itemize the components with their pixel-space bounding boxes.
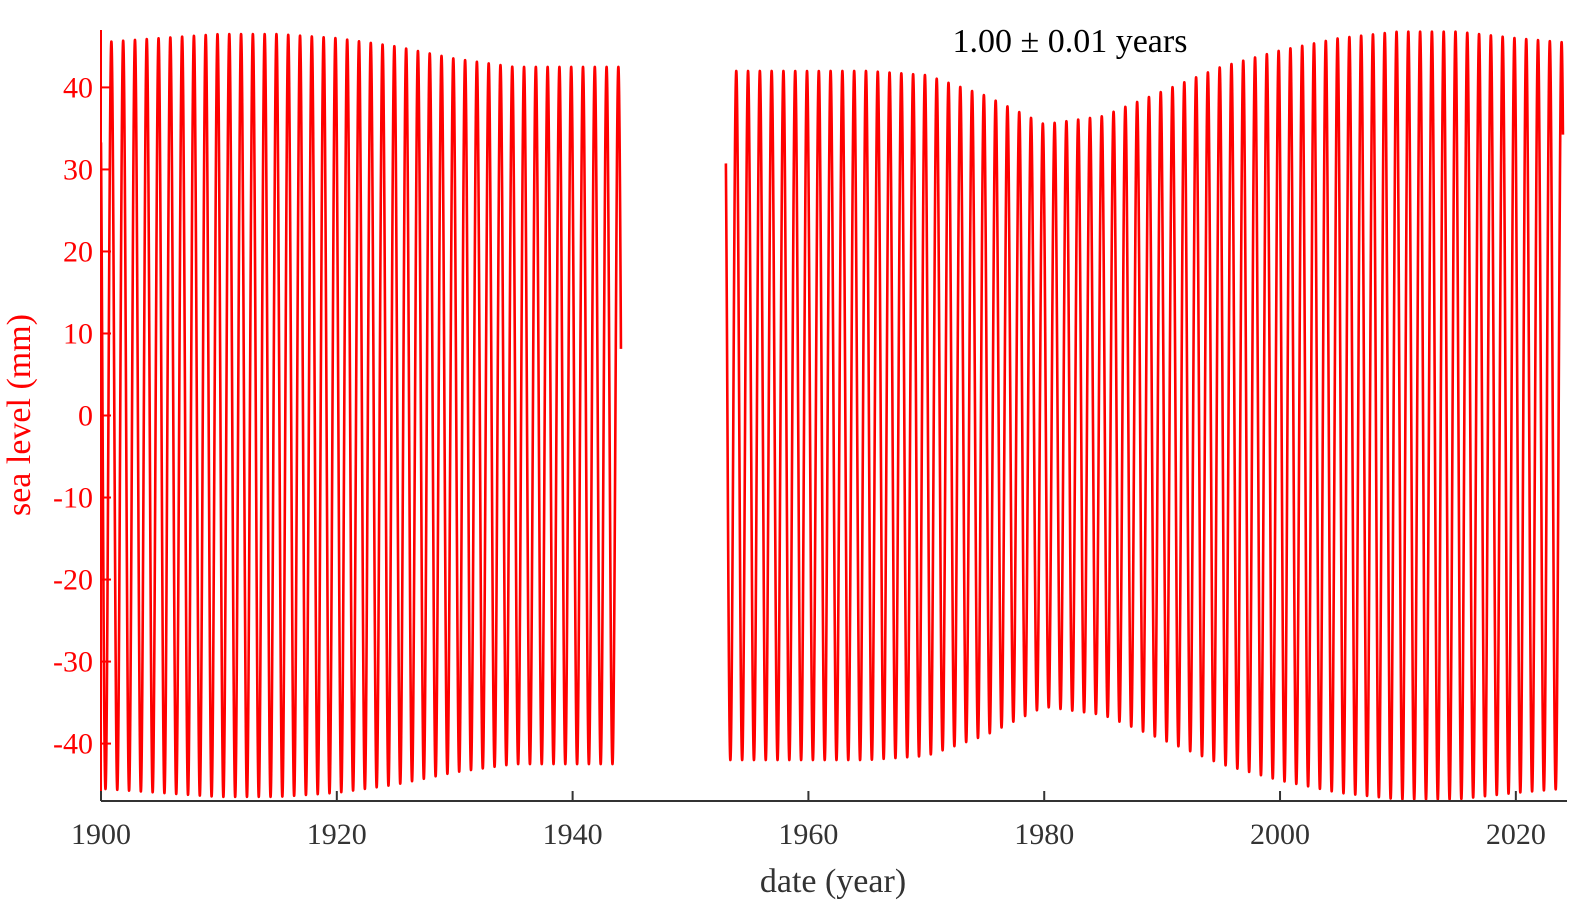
x-axis-label: date (year) — [760, 863, 906, 900]
chart-annotation: 1.00 ± 0.01 years — [953, 23, 1188, 60]
y-tick-label: -10 — [53, 482, 93, 515]
y-tick-label: -20 — [53, 564, 93, 597]
y-tick-label: 30 — [63, 153, 93, 186]
x-tick-label: 1900 — [71, 818, 131, 851]
y-tick-label: 10 — [63, 317, 93, 350]
series-line-segment-2 — [724, 30, 1565, 801]
series-layer — [101, 30, 1565, 801]
y-axis-label: sea level (mm) — [1, 314, 38, 516]
axes-layer: -40 -30 -20 -10 0 10 20 30 40 1900 1920 1940 1960 198… — [53, 30, 1567, 851]
y-tick-label: 0 — [78, 400, 93, 433]
x-tick-label: 1920 — [307, 818, 367, 851]
x-tick-label: 2020 — [1486, 818, 1546, 851]
x-tick-label: 1960 — [778, 818, 838, 851]
x-tick-label: 1940 — [543, 818, 603, 851]
x-tick-label: 1980 — [1014, 818, 1074, 851]
series-line-segment-1 — [101, 32, 623, 799]
y-tick-label: 40 — [63, 71, 93, 104]
y-tick-label: 20 — [63, 235, 93, 268]
y-tick-label: -40 — [53, 728, 93, 761]
y-tick-label: -30 — [53, 646, 93, 679]
x-tick-label: 2000 — [1250, 818, 1310, 851]
